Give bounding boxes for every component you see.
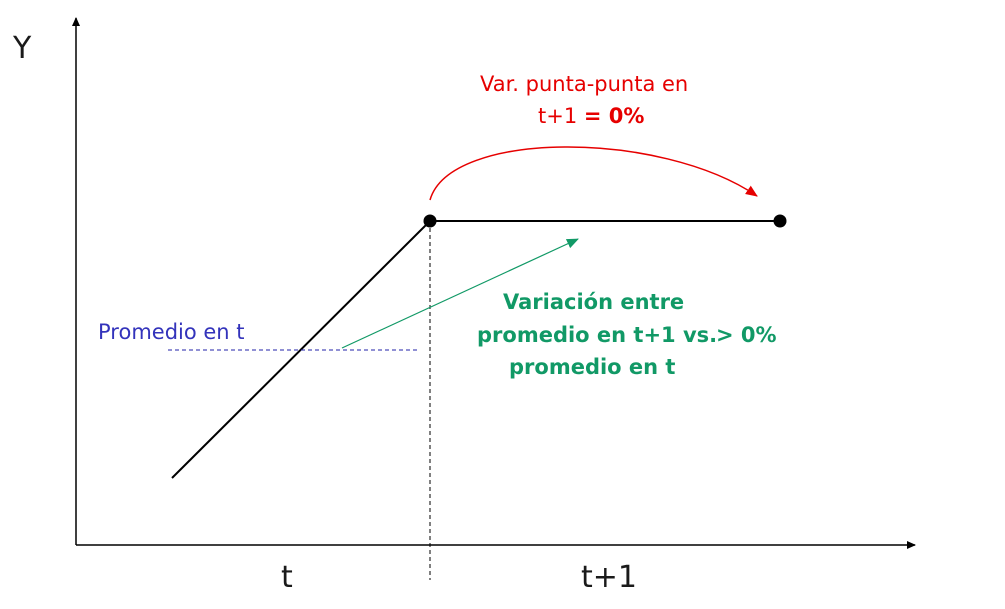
average-variation-annotation-line3: promedio en t <box>509 355 676 379</box>
series-point-end-t <box>423 214 437 228</box>
y-axis-label: Y <box>13 31 32 66</box>
average-variation-arrow <box>341 238 579 349</box>
series-point-end-t1 <box>773 214 787 228</box>
point-to-point-annotation-prefix: t+1 <box>538 104 584 128</box>
point-to-point-annotation-value: = 0% <box>583 104 645 128</box>
x-tick-label-t-plus-1: t+1 <box>581 560 637 595</box>
x-tick-label-t: t <box>281 560 293 595</box>
point-to-point-annotation-line2: t+1 = 0% <box>538 106 644 127</box>
average-variation-annotation-line1: Variación entre <box>503 290 685 314</box>
average-variation-annotation-value: > 0% <box>716 323 777 347</box>
point-to-point-annotation-line1: Var. punta-punta en <box>480 72 689 96</box>
average-t-annotation: Promedio en t <box>98 320 245 344</box>
average-variation-annotation-line2: promedio en t+1 vs. <box>477 323 718 347</box>
point-to-point-arrow <box>429 146 758 201</box>
